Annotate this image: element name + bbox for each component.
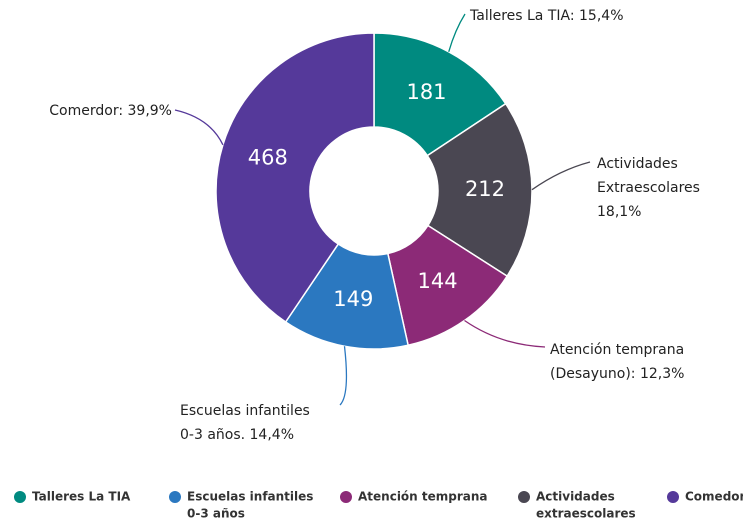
legend-label: Escuelas infantiles [187, 490, 313, 504]
legend-swatch [169, 491, 181, 503]
annotation: Actividades [597, 156, 678, 172]
slice [426, 102, 533, 278]
annotation: Comerdor: 39,9% [49, 103, 172, 119]
annotation: Talleres La TIA: 15,4% [469, 8, 624, 24]
legend-label: 0-3 años [187, 507, 245, 521]
leader-line [464, 319, 546, 348]
annotation: Escuelas infantiles [180, 403, 310, 419]
slice [284, 243, 410, 350]
leader-line [174, 109, 224, 146]
annotation: 0-3 años. 14,4% [180, 427, 294, 443]
leader-line [339, 346, 348, 406]
value-label: 212 [465, 177, 505, 201]
legend-swatch [14, 491, 26, 503]
leader-line [531, 161, 591, 191]
value-label: 468 [248, 146, 288, 170]
annotation: 18,1% [597, 204, 641, 220]
slice [215, 32, 375, 324]
leader-line [448, 13, 466, 52]
value-label: 149 [333, 287, 373, 311]
value-label: 181 [406, 80, 446, 104]
legend-swatch [518, 491, 530, 503]
legend-swatch [340, 491, 352, 503]
legend-label: extraescolares [536, 507, 636, 521]
value-label: 144 [418, 269, 458, 293]
legend-label: Talleres La TIA [32, 490, 131, 504]
legend-label: Comedor [685, 490, 743, 504]
annotation: (Desayuno): 12,3% [550, 366, 684, 382]
legend-label: Actividades [536, 490, 615, 504]
annotation: Extraescolares [597, 180, 700, 196]
annotation: Atención temprana [550, 342, 684, 358]
legend-swatch [667, 491, 679, 503]
legend-label: Atención temprana [358, 490, 488, 504]
